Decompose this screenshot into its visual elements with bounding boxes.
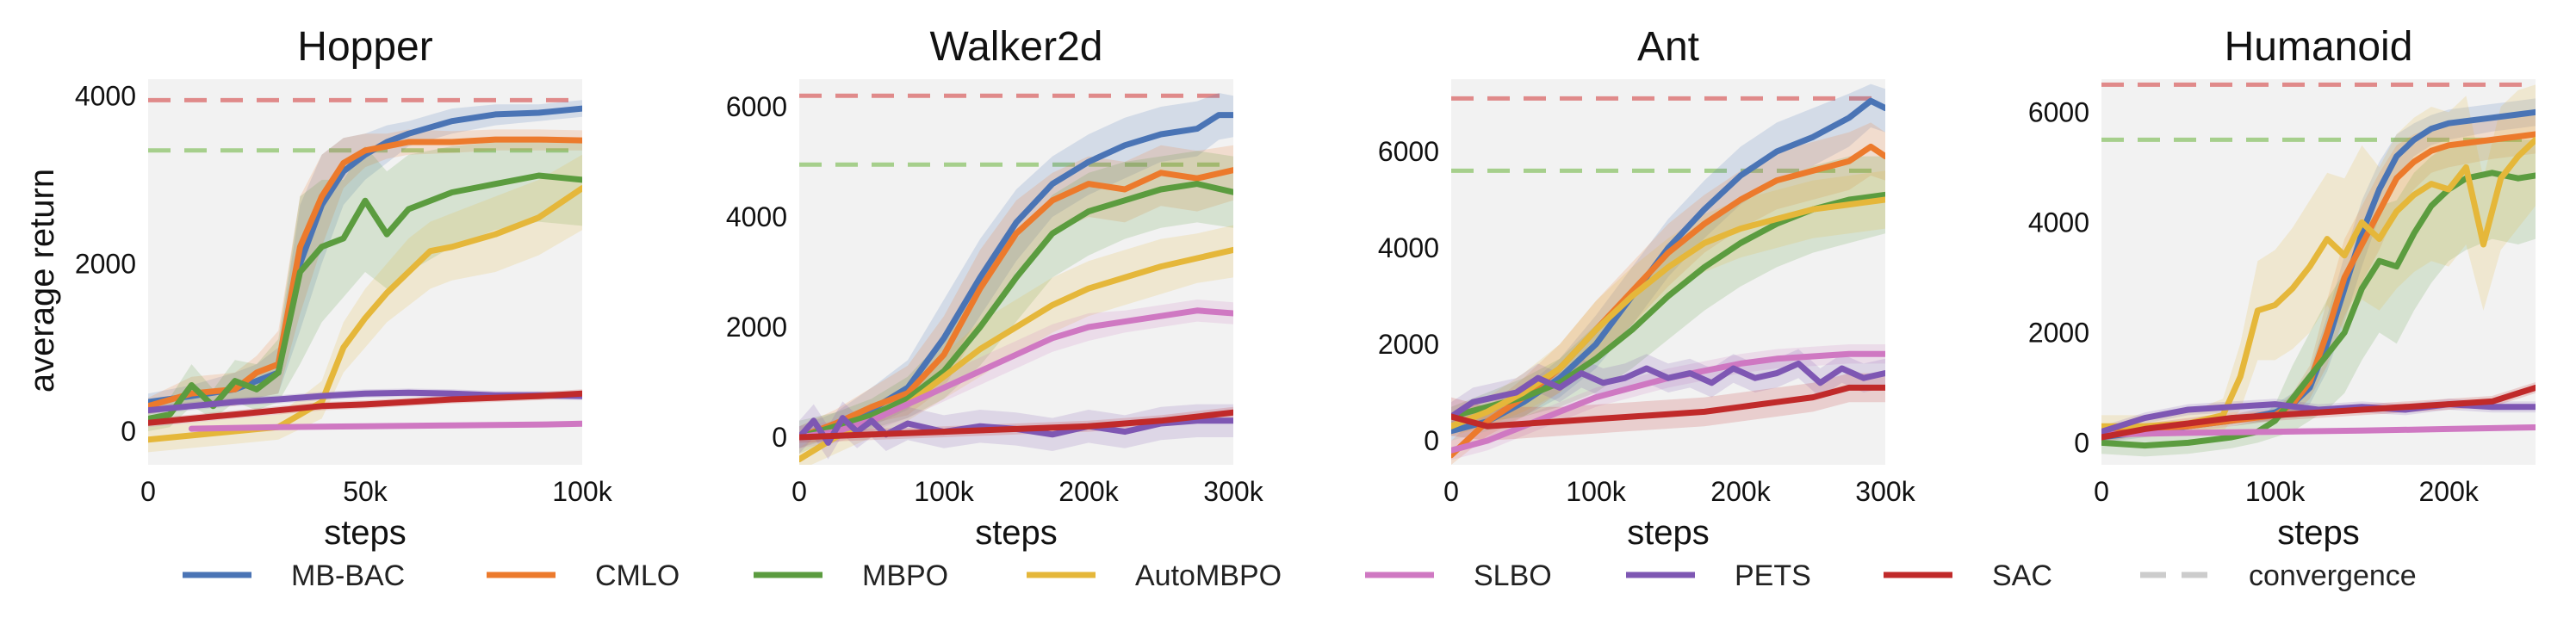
plot-area [799,79,1233,465]
x-tick-label: 100k [1566,476,1626,507]
y-tick-label: 2000 [75,248,136,279]
legend-item-cmlo: CMLO [487,559,680,592]
legend-label: PETS [1735,559,1811,592]
band-slbo [799,300,1233,448]
legend-label: convergence [2249,559,2417,592]
panel-title: Hopper [297,24,432,70]
series-line-autombpo [1451,196,1885,430]
plot-content [2101,82,2536,457]
legend-label: MB-BAC [291,559,405,592]
series-line-slbo [2101,424,2536,438]
x-tick-label: 0 [2094,476,2109,507]
y-tick-label: 2000 [1378,329,1439,360]
band-pets [1451,349,1885,431]
plot-content [799,93,1233,465]
x-tick-label: 100k [914,476,974,507]
band-autombpo [2101,84,2536,438]
plot-content [148,97,582,453]
x-axis-label: steps [324,514,407,552]
series-line-slbo [188,420,582,432]
y-tick-label: 0 [2074,427,2089,458]
legend-item-slbo: SLBO [1365,559,1552,592]
y-tick-label: 2000 [2028,317,2089,348]
panel-hopper: Hopper 0 50k 100k 0 2000 4000 steps average retu… [23,24,613,552]
legend-label: CMLO [595,559,680,592]
legend-item-pets: PETS [1626,559,1811,592]
y-axis-label: average return [23,169,61,392]
x-axis-label: steps [2277,514,2360,552]
x-tick-label: 0 [140,476,156,507]
y-tick-label: 6000 [1378,136,1439,167]
x-tick-label: 0 [1443,476,1459,507]
legend-item-mbpo: MBPO [754,559,948,592]
x-tick-label: 200k [2419,476,2480,507]
band-mbpo [148,138,582,431]
x-tick-label: 300k [1855,476,1915,507]
legend-label: MBPO [862,559,948,592]
band-mbpo [2101,139,2536,457]
x-tick-label: 0 [791,476,807,507]
y-tick-label: 4000 [1378,232,1439,263]
panel-title: Ant [1637,24,1699,70]
band-mb-bac [1451,83,1885,441]
series-line-mbpo [799,181,1233,441]
legend-label: SLBO [1474,559,1552,592]
y-tick-label: 4000 [75,80,136,111]
panel-title: Walker2d [930,24,1103,70]
x-tick-label: 200k [1058,476,1119,507]
band-mb-bac [148,100,582,411]
legend-label: SAC [1992,559,2052,592]
x-tick-label: 100k [2245,476,2306,507]
legend-item-sac: SAC [1884,559,2052,592]
band-mbpo [799,151,1233,454]
x-tick-label: 200k [1710,476,1771,507]
y-tick-label: 4000 [726,201,787,232]
legend-label: AutoMBPO [1135,559,1282,592]
series-line-mbpo [2101,170,2536,449]
series-line-pets [1451,360,1885,420]
panel-ant: Ant 0 100k 200k 300k 0 2000 4000 6000 steps [1378,24,1916,552]
x-axis-label: steps [975,514,1058,552]
y-tick-label: 2000 [726,312,787,343]
series-line-mbpo [148,172,582,422]
band-autombpo [148,154,582,453]
series-line-sac [2101,384,2536,441]
x-tick-label: 300k [1203,476,1263,507]
legend: MB-BAC CMLO MBPO AutoMBPO SLBO PETS SAC converg… [183,559,2417,592]
panel-title: Humanoid [2225,24,2413,70]
y-tick-label: 0 [1424,425,1439,456]
panel-walker2d: Walker2d 0 100k 200k 300k 0 2000 4000 6000 steps [726,24,1264,552]
panel-humanoid: Humanoid 0 100k 200k 0 2000 4000 6000 steps [2028,24,2536,552]
y-tick-label: 6000 [2028,96,2089,127]
legend-item-mb-bac: MB-BAC [183,559,405,592]
y-tick-label: 0 [772,422,787,453]
band-mb-bac [2101,98,2536,443]
y-tick-label: 4000 [2028,207,2089,238]
x-axis-label: steps [1627,514,1710,552]
series-line-sac [799,409,1233,441]
series-line-cmlo [799,167,1233,441]
x-tick-label: 100k [552,476,612,507]
series-line-autombpo [2101,136,2536,430]
y-tick-label: 0 [121,416,136,447]
plot-content [1451,83,1885,465]
band-cmlo [799,145,1233,448]
y-tick-label: 6000 [726,91,787,122]
series-line-sac [1451,384,1885,430]
series-line-sac [148,390,582,426]
x-tick-label: 50k [343,476,388,507]
legend-item-autombpo: AutoMBPO [1027,559,1282,592]
legend-item-convergence: convergence [2140,559,2417,592]
